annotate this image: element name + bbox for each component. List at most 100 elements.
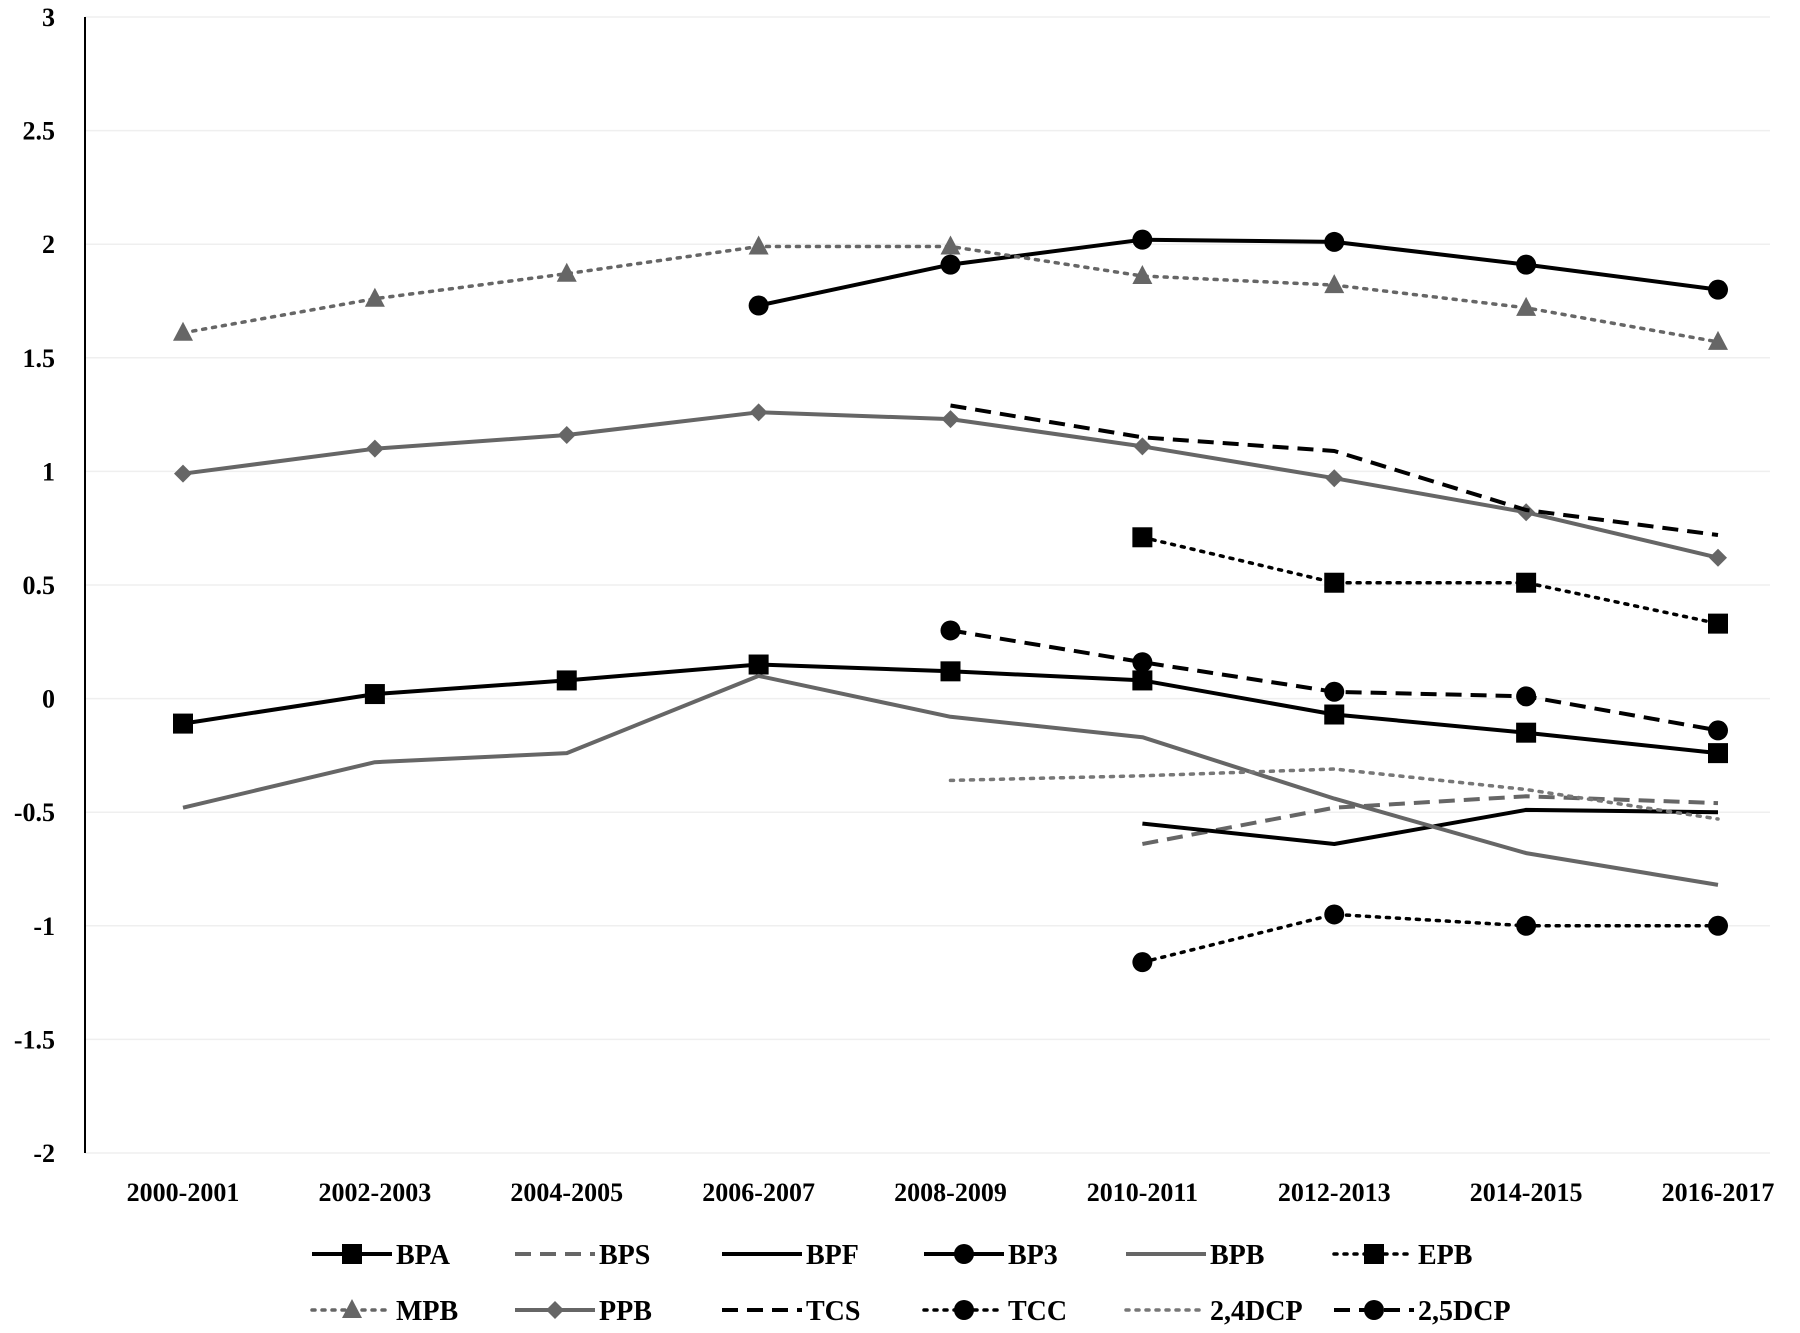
data-point-mpb <box>173 321 193 341</box>
legend-item-epb: EPB <box>1332 1240 1472 1271</box>
data-point-bpa <box>173 713 193 734</box>
legend-marker-bp3 <box>954 1244 974 1264</box>
x-tick-label: 2012-2013 <box>1278 1178 1391 1207</box>
legend-label-mpb: MPB <box>396 1296 458 1327</box>
data-point-bpa <box>1324 704 1345 725</box>
series-2-5dcp <box>940 620 1728 741</box>
legend-label-bpa: BPA <box>396 1240 451 1271</box>
data-point-ppb <box>1325 469 1344 488</box>
x-tick-labels: 2000-2001 2002-2003 2004-2005 2006-2007 2008… <box>127 1178 1775 1207</box>
series-lines <box>173 229 1728 973</box>
data-point-ppb <box>1709 548 1727 567</box>
y-tick-labels: 3 2.5 2 1.5 1 0.5 0 -0.5 -1 -1.5 -2 <box>14 3 55 1168</box>
data-point-mpb <box>556 262 577 282</box>
data-point-bpa <box>364 684 385 705</box>
x-tick-label: 2006-2007 <box>702 1178 815 1207</box>
legend-marker-bpa <box>342 1244 362 1264</box>
series-line-bp3 <box>758 237 1719 308</box>
legend-item-bpb: BPB <box>1126 1240 1264 1271</box>
x-tick-label: 2016-2017 <box>1662 1178 1775 1207</box>
series-line-2-4dcp <box>948 767 1720 821</box>
legend-label-tcs: TCS <box>806 1296 860 1327</box>
data-point-bpa <box>1708 743 1728 764</box>
data-point-ppb <box>941 410 960 429</box>
data-point-bpa <box>1516 722 1537 743</box>
legend-marker-mpb <box>342 1299 362 1318</box>
legend-label-bps: BPS <box>599 1240 650 1271</box>
series-bps <box>1142 794 1719 846</box>
legend-item-bp3: BP3 <box>924 1240 1058 1271</box>
legend-item-tcs: TCS <box>722 1296 860 1327</box>
legend-label-bpb: BPB <box>1210 1240 1264 1271</box>
legend-item-mpb: MPB <box>310 1296 458 1327</box>
data-point-bpa <box>556 670 577 691</box>
data-point-mpb <box>940 235 961 255</box>
x-tick-label: 2010-2011 <box>1087 1178 1198 1207</box>
legend: BPA BPS BPF BP3 BPB EPB MPB PPB TCS TCC 2,4DCP 2,5D… <box>310 1240 1511 1327</box>
series-ppb <box>174 403 1727 567</box>
x-tick-label: 2002-2003 <box>319 1178 432 1207</box>
y-tick-label: -0.5 <box>14 798 55 827</box>
data-point-mpb <box>1132 265 1153 285</box>
data-point-mpb <box>748 235 769 255</box>
series-line-tcc <box>1140 912 1720 964</box>
legend-item-ppb: PPB <box>515 1296 652 1327</box>
legend-item-bpa: BPA <box>312 1240 451 1271</box>
data-point-ppb <box>557 426 576 445</box>
y-tick-label: 0.5 <box>23 571 56 600</box>
series-line-tcs <box>950 403 1719 537</box>
data-point-bp3 <box>1132 229 1153 250</box>
y-tick-label: 2.5 <box>23 117 56 146</box>
series-line-ppb <box>182 410 1719 560</box>
y-tick-label: 2 <box>42 230 55 259</box>
data-point-tcc <box>1708 915 1728 936</box>
legend-label-bp3: BP3 <box>1008 1240 1058 1271</box>
legend-label-epb: EPB <box>1418 1240 1472 1271</box>
series-tcc <box>1132 904 1728 973</box>
x-tick-label: 2004-2005 <box>510 1178 623 1207</box>
data-point-epb <box>1516 572 1537 593</box>
y-tick-label: 3 <box>42 3 55 32</box>
y-tick-label: -1 <box>33 912 55 941</box>
series-tcs <box>950 403 1719 537</box>
legend-item-bpf: BPF <box>722 1240 859 1271</box>
x-tick-label: 2008-2009 <box>894 1178 1007 1207</box>
legend-item-bps: BPS <box>515 1240 650 1271</box>
data-point-bp3 <box>1708 279 1728 300</box>
data-point-ppb <box>749 403 768 422</box>
data-point-2-5dcp <box>940 620 961 641</box>
data-point-2-5dcp <box>1324 681 1345 702</box>
series-epb <box>1132 527 1728 634</box>
legend-marker-ppb <box>546 1301 564 1319</box>
data-point-ppb <box>174 464 192 483</box>
series-bp3 <box>748 229 1728 316</box>
y-tick-label: 0 <box>42 685 55 714</box>
data-point-epb <box>1324 572 1345 593</box>
data-point-bpa <box>748 654 769 675</box>
y-tick-label: 1 <box>42 457 55 486</box>
x-tick-label: 2014-2015 <box>1470 1178 1583 1207</box>
data-point-ppb <box>365 439 384 458</box>
data-point-tcc <box>1132 952 1153 973</box>
series-mpb <box>173 235 1728 350</box>
legend-marker-2-5dcp <box>1364 1300 1384 1320</box>
x-tick-label: 2000-2001 <box>127 1178 240 1207</box>
data-point-ppb <box>1133 437 1152 456</box>
data-point-mpb <box>1708 330 1728 350</box>
data-point-bp3 <box>1324 231 1345 252</box>
legend-label-tcc: TCC <box>1008 1296 1067 1327</box>
legend-label-2-4dcp: 2,4DCP <box>1210 1296 1303 1327</box>
data-point-2-5dcp <box>1708 720 1728 741</box>
series-bpb <box>182 673 1719 887</box>
data-point-bp3 <box>748 295 769 316</box>
y-tick-label: -1.5 <box>14 1025 55 1054</box>
series-line-bpb <box>182 673 1719 887</box>
legend-label-ppb: PPB <box>599 1296 652 1327</box>
data-point-tcc <box>1324 904 1345 925</box>
data-point-ppb <box>1517 503 1536 522</box>
data-point-mpb <box>1324 274 1345 294</box>
data-point-bpa <box>1132 670 1153 691</box>
data-point-epb <box>1708 613 1728 634</box>
legend-marker-tcc <box>954 1300 974 1320</box>
